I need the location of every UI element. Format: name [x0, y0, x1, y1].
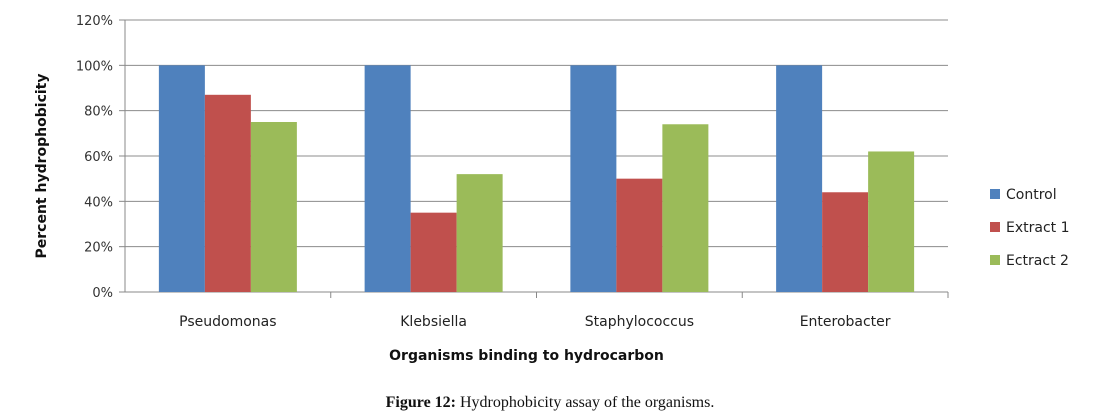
- y-tick-label: 40%: [84, 195, 113, 210]
- bar: [456, 174, 503, 292]
- y-tick-label: 60%: [84, 150, 113, 165]
- bar: [662, 124, 709, 293]
- bar: [364, 65, 411, 292]
- y-tick-label: 0%: [92, 286, 113, 301]
- legend-label: Control: [1006, 187, 1057, 203]
- bar: [158, 65, 205, 292]
- legend-swatch: [990, 189, 1000, 199]
- legend-label: Ectract 2: [1006, 253, 1069, 269]
- figure-caption-label: Figure 12:: [385, 394, 456, 411]
- bar: [776, 65, 823, 292]
- y-tick-labels: 0% 20% 40% 60% 80% 100% 120%: [76, 14, 113, 301]
- x-category-label: Staphylococcus: [585, 314, 694, 330]
- legend-swatch: [990, 255, 1000, 265]
- legend-swatch: [990, 222, 1000, 232]
- x-category-labels: Pseudomonas Klebsiella Staphylococcus Enter…: [179, 314, 891, 330]
- legend: Control Extract 1 Ectract 2: [990, 187, 1070, 269]
- bar: [410, 212, 457, 292]
- bars: [158, 65, 915, 293]
- bar: [822, 192, 869, 292]
- bar: [250, 122, 297, 292]
- y-tick-label: 80%: [84, 105, 113, 120]
- bar: [570, 65, 617, 292]
- figure-caption: Figure 12: Hydrophobicity assay of the o…: [0, 394, 1100, 412]
- y-tick-label: 20%: [84, 241, 113, 256]
- y-tick-label: 120%: [76, 14, 113, 29]
- bar: [868, 151, 915, 292]
- x-axis-title: Organisms binding to hydrocarbon: [389, 348, 664, 364]
- bar: [616, 178, 663, 292]
- y-tick-label: 100%: [76, 59, 113, 74]
- legend-label: Extract 1: [1006, 220, 1070, 236]
- bar-chart: 0% 20% 40% 60% 80% 100% 120% Pseudomonas Klebsi…: [34, 14, 1070, 364]
- x-category-label: Enterobacter: [800, 314, 891, 330]
- y-axis-title: Percent hydrophobicity: [34, 74, 50, 259]
- x-category-label: Klebsiella: [400, 314, 467, 330]
- figure-caption-text: Hydrophobicity assay of the organisms.: [456, 394, 715, 411]
- bar: [204, 94, 251, 292]
- x-category-label: Pseudomonas: [179, 314, 276, 330]
